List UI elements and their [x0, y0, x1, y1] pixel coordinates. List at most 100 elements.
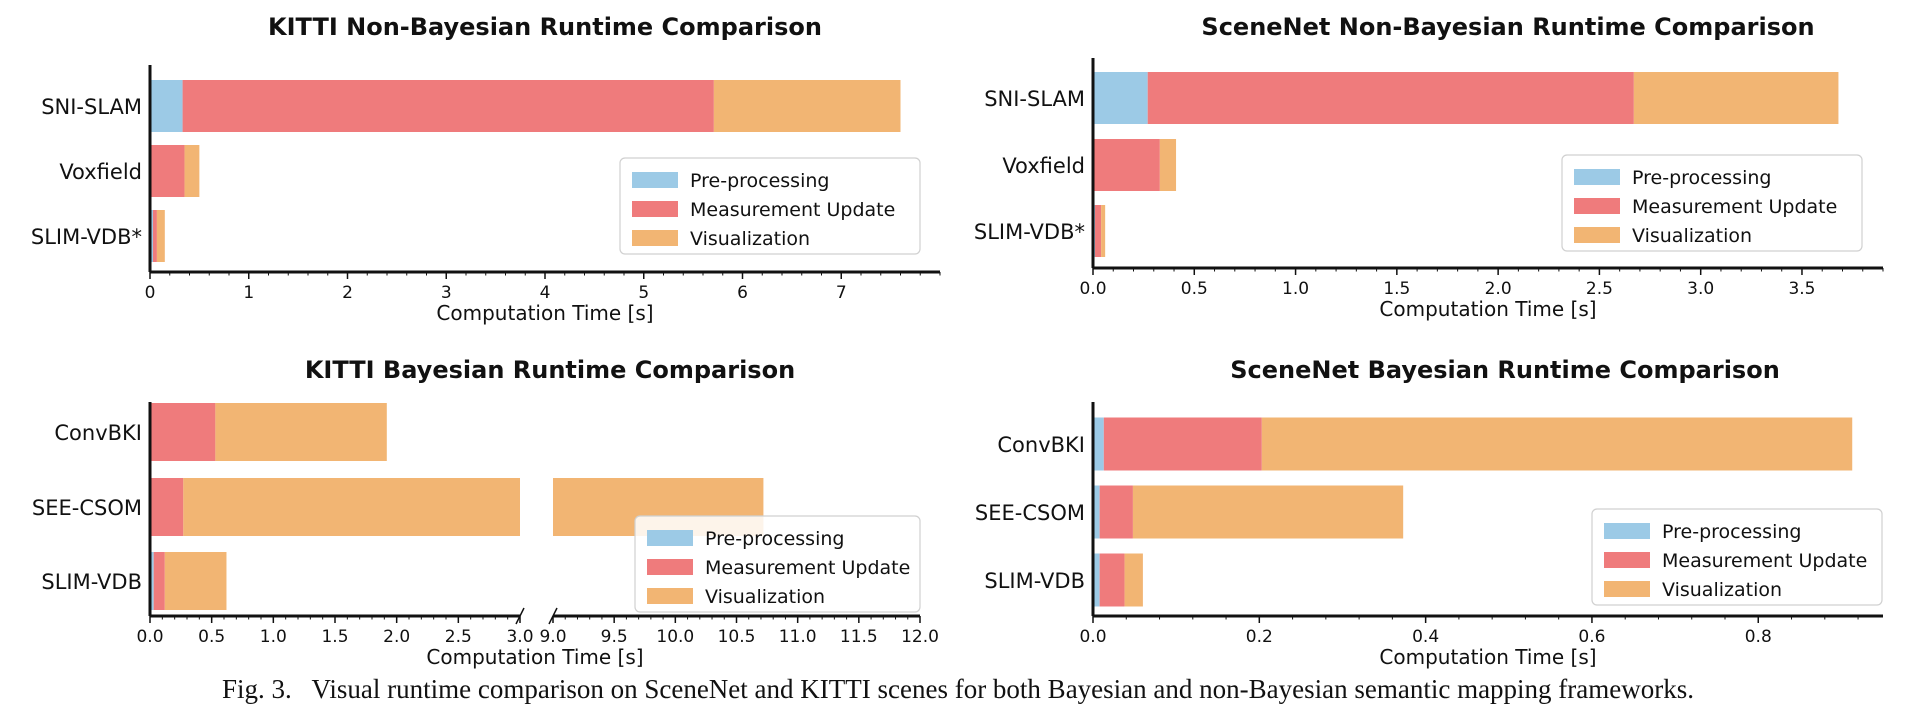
category-label: SLIM-VDB*: [974, 220, 1085, 244]
x-axis-label: Computation Time [s]: [1379, 297, 1596, 321]
chart-title: KITTI Non-Bayesian Runtime Comparison: [268, 13, 822, 41]
bar-segment: [183, 478, 521, 536]
x-tick-label: 0.4: [1412, 627, 1439, 647]
bar-segment: [1132, 485, 1404, 539]
legend-label: Pre-processing: [1662, 521, 1801, 543]
bar-segment: [1095, 205, 1102, 257]
x-tick-label: 12.0: [901, 627, 939, 647]
x-tick-label: 11.5: [840, 627, 878, 647]
category-label: SLIM-VDB*: [31, 225, 142, 249]
legend: Pre-processing Measurement Update Visualiz…: [619, 157, 921, 255]
bar-segment: [150, 145, 185, 197]
x-tick-label: 1.0: [260, 627, 287, 647]
bar-segment: [1261, 417, 1853, 471]
chart-kitti-bayesian: KITTI Bayesian Runtime Comparison ConvBKI…: [32, 356, 939, 669]
legend-swatch: [1574, 198, 1620, 214]
legend-swatch: [632, 172, 678, 188]
x-tick-label: 9.0: [539, 627, 566, 647]
x-tick-label: 1.5: [1383, 279, 1410, 299]
bar-segment: [1099, 553, 1125, 607]
x-tick-label: 6: [737, 283, 748, 303]
bar-segment: [150, 80, 183, 132]
bar-segment: [1159, 139, 1177, 191]
legend-swatch: [632, 201, 678, 217]
legend-swatch: [647, 530, 693, 546]
bar-segment: [713, 80, 901, 132]
legend-swatch: [1574, 227, 1620, 243]
bar-segment: [150, 403, 216, 461]
legend-swatch: [632, 230, 678, 246]
x-tick-label: 2: [342, 283, 353, 303]
x-tick-label: 10.5: [718, 627, 756, 647]
bar-segment: [1103, 417, 1262, 471]
bar-segment: [1124, 553, 1143, 607]
bar-segment: [182, 80, 714, 132]
legend-label: Visualization: [705, 586, 825, 608]
x-tick-label: 3.5: [1788, 279, 1815, 299]
chart-kitti-non-bayesian: KITTI Non-Bayesian Runtime Comparison SNI…: [31, 13, 941, 325]
legend-label: Measurement Update: [1662, 550, 1867, 572]
bar-segment: [1633, 72, 1839, 124]
legend-label: Pre-processing: [1632, 167, 1771, 189]
category-label: Voxfield: [1002, 154, 1085, 178]
x-tick-label: 11.0: [779, 627, 817, 647]
legend-swatch: [647, 588, 693, 604]
x-tick-label: 0.2: [1246, 627, 1273, 647]
legend-label: Visualization: [1632, 225, 1752, 247]
category-label: SNI-SLAM: [984, 87, 1085, 111]
bar-segment: [1099, 485, 1133, 539]
chart-title: KITTI Bayesian Runtime Comparison: [305, 356, 795, 384]
bar-segment: [215, 403, 387, 461]
category-label: Voxfield: [59, 160, 142, 184]
bar-segment: [153, 552, 165, 610]
legend-swatch: [1574, 169, 1620, 185]
legend-label: Measurement Update: [1632, 196, 1837, 218]
legend: Pre-processing Measurement Update Visualiz…: [1591, 508, 1883, 606]
x-axis-label: Computation Time [s]: [426, 645, 643, 669]
bar-segment: [1101, 205, 1106, 257]
x-tick-label: 2.0: [1485, 279, 1512, 299]
x-tick-label: 2.0: [383, 627, 410, 647]
bar-segment: [1147, 72, 1634, 124]
bar-segment: [152, 210, 157, 262]
legend-box: [634, 515, 921, 613]
chart-scenenet-non-bayesian: SceneNet Non-Bayesian Runtime Comparison…: [974, 13, 1884, 321]
x-tick-label: 0.0: [1079, 627, 1106, 647]
legend-label: Pre-processing: [690, 170, 829, 192]
legend: Pre-processing Measurement Update Visualiz…: [1561, 154, 1863, 252]
legend-label: Pre-processing: [705, 528, 844, 550]
x-axis-label: Computation Time [s]: [1379, 645, 1596, 669]
bar-segment: [1093, 417, 1104, 471]
x-axis-label: Computation Time [s]: [436, 301, 653, 325]
bar-segment: [1093, 553, 1100, 607]
x-tick-label: 0.8: [1745, 627, 1772, 647]
bar-segment: [1093, 72, 1148, 124]
bar-segment: [150, 478, 184, 536]
category-label: ConvBKI: [997, 433, 1085, 457]
x-tick-label: 2.5: [1586, 279, 1613, 299]
legend-label: Visualization: [1662, 579, 1782, 601]
bar-segment: [184, 145, 200, 197]
x-tick-label: 1: [243, 283, 254, 303]
category-label: SEE-CSOM: [32, 496, 142, 520]
x-tick-label: 3: [441, 283, 452, 303]
legend-box: [1591, 508, 1883, 606]
legend-swatch: [1604, 523, 1650, 539]
chart-scenenet-bayesian: SceneNet Bayesian Runtime Comparison Conv…: [975, 356, 1883, 669]
x-tick-label: 0.5: [1181, 279, 1208, 299]
category-label: SEE-CSOM: [975, 501, 1085, 525]
category-label: SLIM-VDB: [41, 570, 142, 594]
x-tick-label: 0.0: [136, 627, 163, 647]
legend-box: [1561, 154, 1863, 252]
legend-swatch: [1604, 552, 1650, 568]
category-label: SNI-SLAM: [41, 95, 142, 119]
bar-segment: [1093, 139, 1160, 191]
legend-label: Measurement Update: [705, 557, 910, 579]
x-tick-label: 10.0: [656, 627, 694, 647]
x-tick-label: 4: [540, 283, 551, 303]
bar-segment: [156, 210, 165, 262]
legend-swatch: [647, 559, 693, 575]
x-tick-label: 0.5: [198, 627, 225, 647]
x-tick-label: 0: [145, 283, 156, 303]
